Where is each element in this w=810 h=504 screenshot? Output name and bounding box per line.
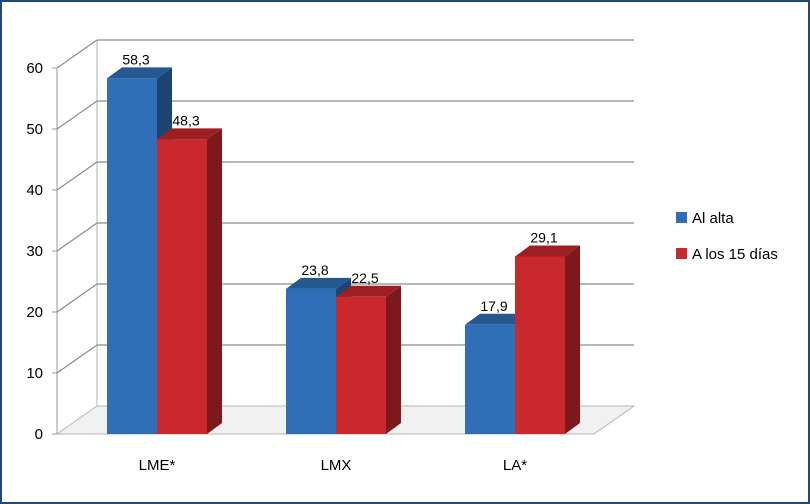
y-tick-label: 60: [26, 60, 43, 77]
x-axis-categories: LME* LMX LA*: [139, 457, 528, 474]
legend-entry: A los 15 días: [692, 246, 778, 263]
data-label: 48,3: [172, 112, 199, 128]
bar-side: [207, 128, 222, 434]
bar: [465, 324, 515, 434]
x-category-label: LA*: [503, 457, 527, 474]
legend-entry: Al alta: [692, 210, 734, 227]
gridline-side: [56, 39, 98, 69]
data-label: 23,8: [301, 262, 328, 278]
bar: [157, 139, 207, 434]
bar: [515, 256, 565, 434]
gridline-side: [56, 283, 98, 313]
legend-swatch: [676, 248, 687, 259]
data-label: 29,1: [530, 229, 557, 245]
bar-top: [465, 313, 530, 325]
x-category-label: LME*: [139, 457, 176, 474]
bar-side: [386, 285, 401, 434]
y-tick-label: 40: [26, 182, 43, 199]
y-tick-label: 10: [26, 365, 43, 382]
gridline-side: [56, 161, 98, 191]
data-label: 17,9: [480, 298, 507, 314]
bar-top: [515, 245, 580, 257]
bar-top: [107, 67, 172, 79]
bar-top: [286, 277, 351, 289]
y-tick-label: 50: [26, 121, 43, 138]
data-label: 58,3: [122, 51, 149, 67]
y-tick-label: 0: [35, 426, 43, 443]
y-tick-label: 30: [26, 243, 43, 260]
gridline-side: [56, 100, 98, 130]
bar-top: [336, 285, 401, 297]
bar: [336, 296, 386, 434]
bar-top: [157, 128, 222, 140]
bar-side: [565, 245, 580, 434]
y-tick-label: 20: [26, 304, 43, 321]
y-axis-ticks: 0 10 20 30 40 50 60: [26, 60, 43, 443]
bar: [107, 78, 157, 435]
legend: Al alta A los 15 días: [676, 210, 778, 263]
bar: [286, 288, 336, 434]
bars: [107, 67, 580, 435]
gridline-side: [56, 222, 98, 252]
gridline-side: [56, 344, 98, 374]
data-label: 22,5: [351, 270, 378, 286]
data-labels: 58,3 48,3 23,8 22,5 17,9 29,1: [122, 51, 557, 313]
legend-swatch: [676, 212, 687, 223]
x-category-label: LMX: [321, 457, 352, 474]
